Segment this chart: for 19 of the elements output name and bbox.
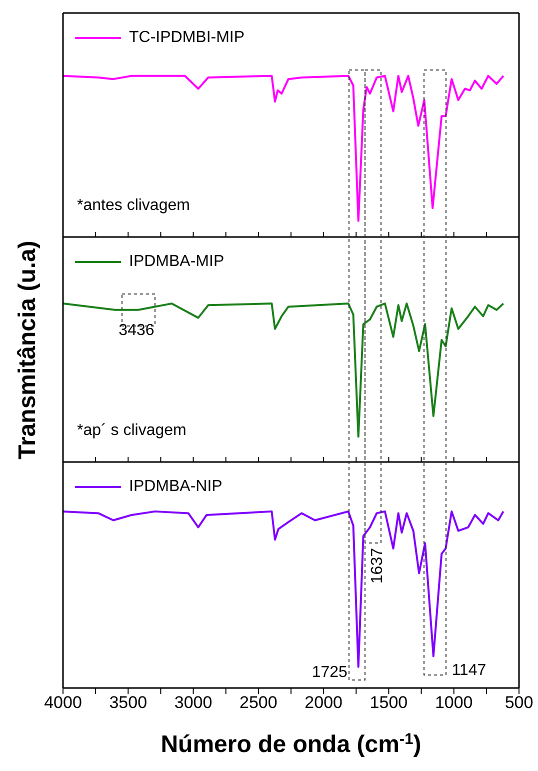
x-tick-label: 3000 xyxy=(174,693,212,712)
legend-label: IPDMBA-NIP xyxy=(129,478,222,496)
annotation: 1637 xyxy=(368,548,387,584)
x-tick-label: 1000 xyxy=(434,693,473,712)
x-tick-label: 2500 xyxy=(240,693,278,712)
annotation: *ap´ s clivagem xyxy=(77,422,186,440)
legend-label: TC-IPDMBI-MIP xyxy=(129,29,245,47)
x-tick-label: 2000 xyxy=(304,693,342,712)
x-tick-label: 1500 xyxy=(370,693,408,712)
x-axis-title: Número de onda (cm$^{-1}$) xyxy=(160,730,422,758)
annotation: *antes clivagem xyxy=(77,197,190,215)
y-axis-title: Transmitância (u.a) xyxy=(14,240,42,459)
annotation: 3436 xyxy=(118,322,156,340)
annotation: 1725 xyxy=(312,664,348,682)
x-tick-label: 3500 xyxy=(109,693,148,712)
annotation: 1147 xyxy=(452,662,486,680)
x-tick-label: 4000 xyxy=(44,693,82,712)
legend-label: IPDMBA-MIP xyxy=(129,253,224,271)
x-tick-label: 500 xyxy=(504,693,534,712)
